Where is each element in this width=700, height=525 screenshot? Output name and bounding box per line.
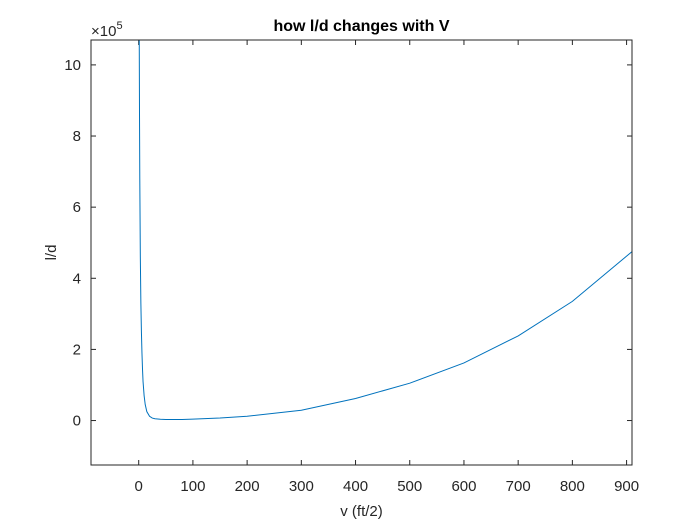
- tick-labels: 0 100 200 300 400 500 600 700 800 900 0 2 4 6 8 10: [64, 57, 639, 495]
- y-tick-label: 0: [73, 413, 81, 430]
- y-tick-label: 6: [73, 199, 81, 216]
- x-tick-label: 800: [560, 478, 585, 495]
- x-tick-label: 200: [235, 478, 260, 495]
- series-line: [138, 39, 633, 421]
- ticks: [91, 40, 632, 465]
- axes-box: [90, 39, 633, 466]
- x-tick-label: 500: [397, 478, 422, 495]
- x-tick-label: 100: [180, 478, 205, 495]
- chart-title: how l/d changes with V: [273, 18, 449, 35]
- x-tick-label: 400: [343, 478, 368, 495]
- y-tick-label: 8: [73, 128, 81, 145]
- y-tick-label: 2: [73, 341, 81, 358]
- y-tick-label: 4: [73, 270, 81, 287]
- x-tick-label: 600: [451, 478, 476, 495]
- x-tick-label: 300: [289, 478, 314, 495]
- x-tick-label: 900: [614, 478, 639, 495]
- plot-area: [91, 40, 632, 465]
- x-tick-label: 700: [506, 478, 531, 495]
- x-tick-label: 0: [135, 478, 143, 495]
- y-exponent-label: ×105: [91, 20, 123, 40]
- y-tick-label: 10: [64, 57, 81, 74]
- y-axis-label: l/d: [43, 245, 60, 261]
- x-axis-label: v (ft/2): [340, 503, 383, 520]
